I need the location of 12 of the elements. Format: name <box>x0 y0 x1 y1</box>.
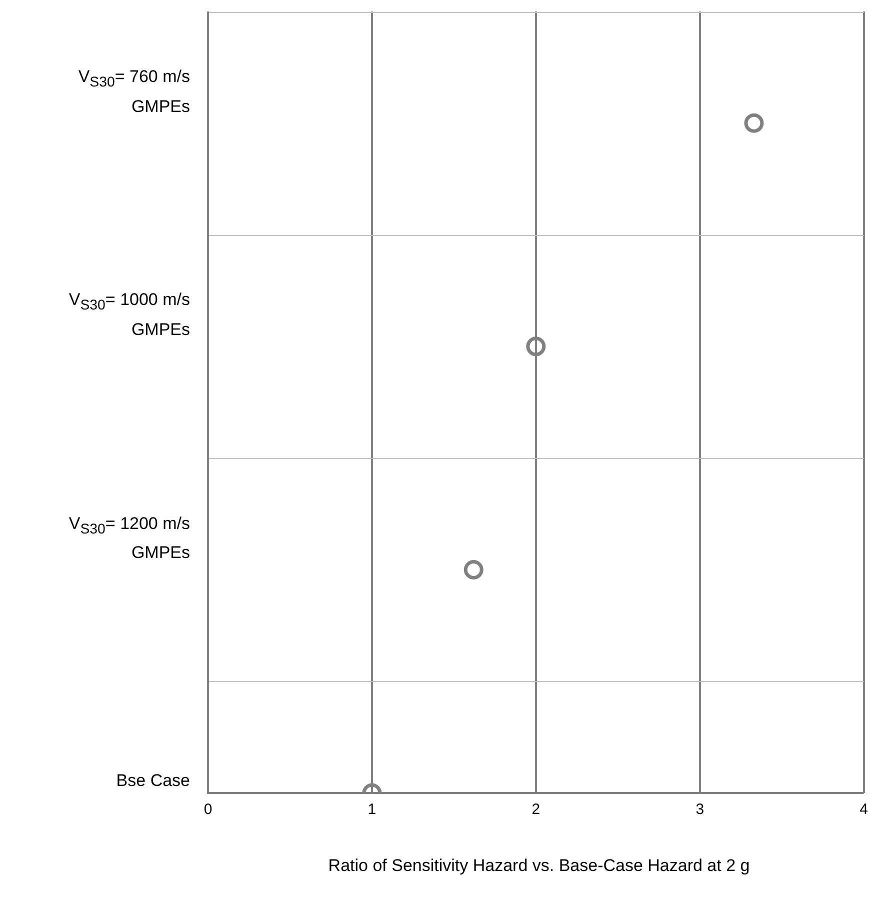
x-tick-label: 4 <box>860 801 868 818</box>
y-tick-label: V$_{S30}$= 1200 m/s GMPEs <box>68 512 190 564</box>
y-tick-label: V$_{S30}$= 1000 m/s GMPEs <box>68 289 190 341</box>
y-tick-label: Bse Case <box>116 770 190 792</box>
point <box>526 336 546 356</box>
point <box>744 113 764 133</box>
y-tick-label: V$_{S30}$= 760 m/s GMPEs <box>78 66 190 118</box>
x-axis-title: Ratio of Sensitivity Hazard vs. Base-Case Hazard at 2 g <box>327 856 751 876</box>
x-tick-label: 1 <box>368 801 376 818</box>
x-tick-label: 3 <box>696 801 704 818</box>
x-tick-label: 0 <box>204 801 212 818</box>
x-tick-label: 2 <box>532 801 540 818</box>
